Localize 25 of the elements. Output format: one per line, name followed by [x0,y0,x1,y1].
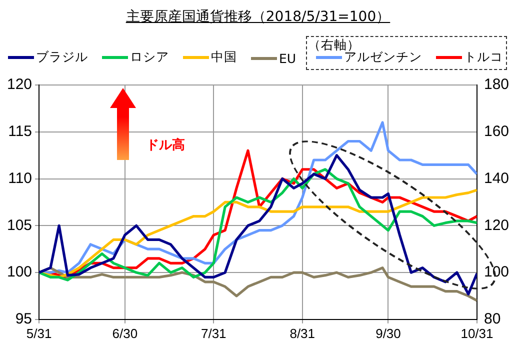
y2-tick-label: 180 [484,76,510,94]
x-tick-label: 9/30 [376,326,401,341]
y2-tick-label: 80 [484,310,501,328]
y-tick-label: 100 [6,264,32,281]
x-tick-label: 6/30 [112,326,138,341]
x-tick-label: 8/31 [290,326,316,341]
legend-label: 中国 [211,49,237,66]
legend-label: EU [279,51,296,66]
y-tick-label: 120 [6,76,32,94]
y2-tick-label: 140 [484,170,510,187]
y-tick-label: 105 [6,216,32,234]
y-tick-label: 95 [15,310,32,328]
y2-tick-label: 100 [484,264,510,281]
x-tick-label: 5/31 [26,326,52,341]
legend-label: ブラジル [36,49,88,66]
y-tick-label: 115 [8,123,32,140]
y2-tick-label: 120 [484,216,510,234]
legend-label: トルコ [464,49,504,66]
chart-title: 主要原産国通貨推移（2018/5/31=100） [126,9,390,25]
x-tick-label: 7/31 [200,326,226,341]
x-tick-label: 10/31 [460,326,494,341]
legend-label: ロシア [130,49,169,66]
annotation: ドル高 [146,136,185,154]
y-tick-label: 110 [8,170,32,187]
y2-tick-label: 160 [484,123,510,140]
